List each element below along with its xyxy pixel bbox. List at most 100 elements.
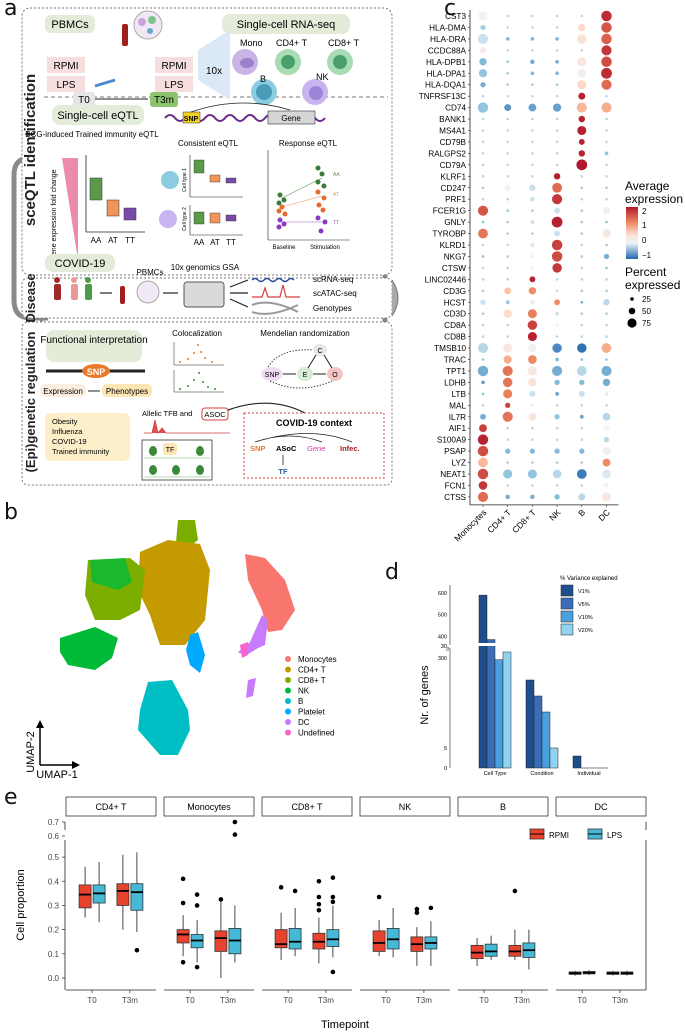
dot xyxy=(531,94,534,98)
dot xyxy=(605,186,608,190)
dot xyxy=(506,14,510,18)
dot xyxy=(580,278,584,281)
cell-label-cd4: CD4+ T xyxy=(276,38,308,48)
dot xyxy=(580,323,584,327)
dot xyxy=(605,278,608,281)
dot xyxy=(580,484,584,487)
outlier-point xyxy=(194,964,200,970)
syringe-icon xyxy=(94,78,116,88)
outlier-point xyxy=(180,876,186,882)
d-ytick: 500 xyxy=(438,613,447,619)
dot xyxy=(580,255,584,258)
dot xyxy=(530,254,535,259)
e-xtick: T3m xyxy=(122,996,138,1005)
output-genotypes: Genotypes xyxy=(313,304,352,313)
legend-swatch xyxy=(560,584,574,597)
e-ytick: 0.0 xyxy=(48,974,60,983)
legend-size-title-line2: expressed xyxy=(625,278,680,292)
gene-label: NEAT1 xyxy=(440,470,466,479)
dot xyxy=(601,22,612,33)
dot xyxy=(602,412,611,421)
outlier-point xyxy=(330,894,336,900)
dot xyxy=(530,299,535,305)
line-label: AT xyxy=(333,192,339,198)
dot xyxy=(506,60,510,64)
dot xyxy=(601,10,612,22)
mr-title: Mendelian randomization xyxy=(260,329,349,338)
dot xyxy=(506,323,510,327)
dot xyxy=(605,129,608,132)
dot xyxy=(481,243,485,247)
dot xyxy=(551,239,563,251)
legend-label: NK xyxy=(298,687,310,696)
d-ytick: 30 xyxy=(441,644,447,650)
mr-node-o: O xyxy=(332,372,338,379)
cluster-nk-upper xyxy=(90,558,132,590)
section-label-regulation: (Epi)genetic regulation xyxy=(23,332,38,473)
gene-label: CD8B xyxy=(444,333,466,342)
dot xyxy=(506,278,510,281)
dot xyxy=(551,216,563,228)
dot xyxy=(531,129,534,132)
d-ytick: 5 xyxy=(444,746,447,752)
legend-swatch xyxy=(285,687,291,694)
panel-c-dotplot: CST3 HLA-DMA HLA-DRA CCDC88A HLA-DPB1 HLA-DPA… xyxy=(419,10,683,543)
cluster-platelet xyxy=(186,632,205,673)
dot xyxy=(605,94,608,98)
d-xtick: Cell Type xyxy=(484,771,507,777)
dot xyxy=(481,163,485,167)
dot xyxy=(528,355,537,364)
dot xyxy=(506,117,510,121)
gene-label: FCER1G xyxy=(433,207,466,216)
dot xyxy=(506,163,510,167)
disease-pbmcs-label: PBMCs xyxy=(136,268,163,277)
arrowhead-icon xyxy=(36,720,44,728)
gene-label: LTB xyxy=(452,390,467,399)
dot xyxy=(481,278,485,281)
cluster-cd8-top xyxy=(176,520,198,548)
dot xyxy=(505,300,510,305)
dot xyxy=(531,117,534,121)
dot xyxy=(555,484,559,487)
dot xyxy=(576,366,587,376)
functional-badge xyxy=(46,330,142,362)
e-ytick: 0.4 xyxy=(48,877,60,886)
dot xyxy=(580,289,584,293)
size-legend-dot xyxy=(630,297,634,301)
celltype-label: CD8+ T xyxy=(510,507,538,535)
dot xyxy=(555,83,559,87)
e-xtick: T3m xyxy=(612,996,628,1005)
gene-label: TRAC xyxy=(444,356,466,365)
context-tf: TF xyxy=(278,467,288,476)
dot xyxy=(580,197,584,201)
phenotype-item: COVID-19 xyxy=(52,437,87,446)
legend-label: Monocytes xyxy=(298,655,337,664)
dot xyxy=(529,184,536,191)
dot xyxy=(555,357,559,362)
e-ytick: 0.3 xyxy=(48,901,60,910)
axis-break xyxy=(475,643,508,646)
facet-label: NK xyxy=(399,802,412,812)
panel-label-b: b xyxy=(4,500,18,525)
dot xyxy=(554,448,560,454)
celltype-label: NK xyxy=(547,507,563,523)
panel-e-boxplots: Cell proportion Timepoint 0.0 0.1 0.2 0.3 0.… xyxy=(15,796,647,1031)
dot xyxy=(477,205,489,216)
outlier-point xyxy=(180,900,186,906)
covid-context-title: COVID-19 context xyxy=(276,418,352,428)
facet-strip xyxy=(163,796,255,817)
dot xyxy=(605,220,608,224)
cond-rpmi-t0: RPMI xyxy=(54,61,79,72)
dot xyxy=(528,378,537,387)
dot xyxy=(506,243,510,247)
dot xyxy=(577,125,587,136)
dot xyxy=(531,26,534,29)
dot xyxy=(481,392,485,396)
outlier-point xyxy=(194,892,200,897)
boxplot-rpmi xyxy=(410,906,424,966)
dot xyxy=(477,342,489,354)
dot xyxy=(555,117,559,121)
dot xyxy=(481,335,485,338)
dot xyxy=(555,426,559,430)
dot xyxy=(506,209,510,212)
